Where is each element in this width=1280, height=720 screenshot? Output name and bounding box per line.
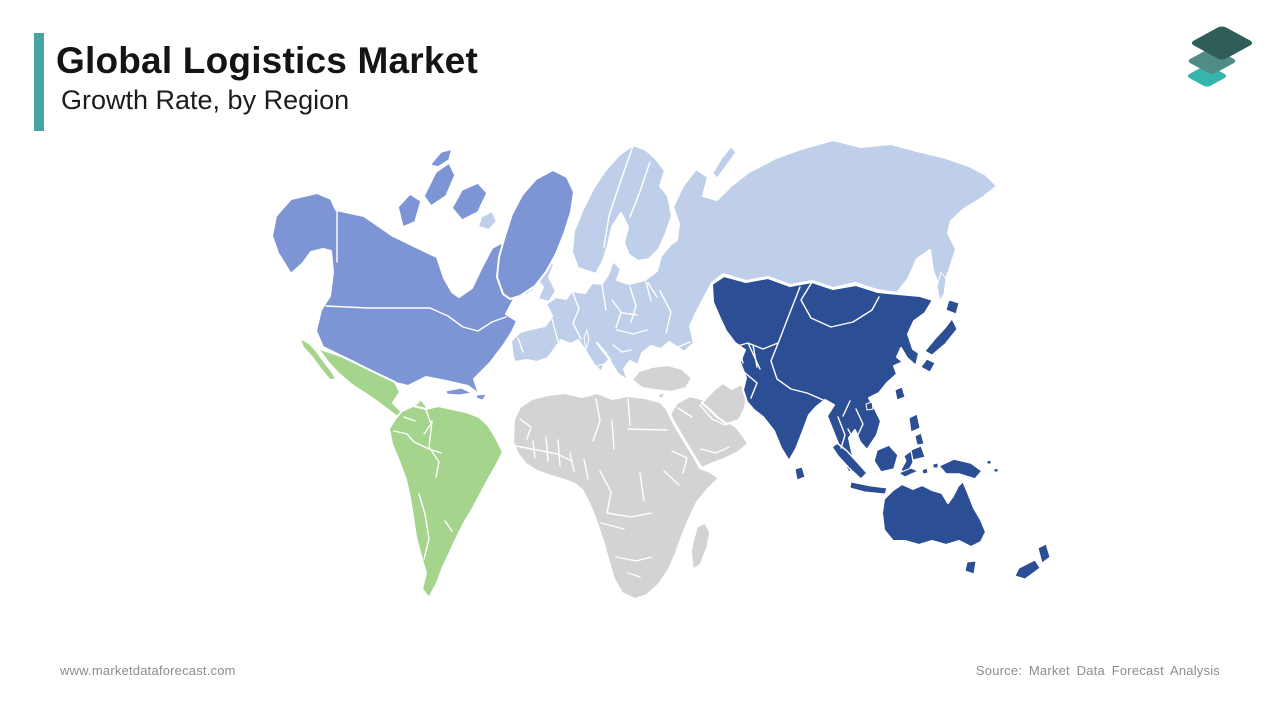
philippines-luzon xyxy=(908,413,921,433)
hainan xyxy=(865,401,874,411)
timor xyxy=(898,467,919,478)
solomon-2 xyxy=(993,467,999,473)
philippines-visayas xyxy=(914,432,925,446)
lesser-sunda-1 xyxy=(921,467,929,475)
greenland xyxy=(496,169,575,300)
country-borders xyxy=(300,145,880,578)
region-europe-russia xyxy=(477,139,998,382)
arctic-island-mid xyxy=(423,162,456,207)
baja-california xyxy=(299,337,337,381)
page-subtitle: Growth Rate, by Region xyxy=(61,84,350,115)
new-zealand-north xyxy=(1037,543,1051,564)
arctic-island-west xyxy=(397,193,422,228)
logo-layer-top xyxy=(1191,26,1253,60)
arabian-peninsula xyxy=(669,395,749,469)
sicily xyxy=(595,363,605,372)
arctic-island-top xyxy=(429,148,453,168)
africa-mainland xyxy=(512,392,720,600)
world-map-layers xyxy=(271,139,1051,600)
iceland xyxy=(477,210,498,231)
new-zealand-south xyxy=(1014,559,1041,580)
hispaniola xyxy=(475,393,487,401)
new-guinea xyxy=(938,458,983,480)
page-title: Global Logistics Market xyxy=(56,40,478,81)
philippines-mindanao xyxy=(910,445,926,461)
region-latin-america xyxy=(299,337,504,599)
title-block: Global Logistics Market Growth Rate, by … xyxy=(56,40,478,116)
japan-kyushu xyxy=(920,358,936,373)
solomon-1 xyxy=(986,459,992,465)
japan-honshu xyxy=(924,318,958,356)
region-north-america xyxy=(271,148,575,401)
footer-website: www.marketdataforecast.com xyxy=(60,663,236,678)
sumatra xyxy=(831,442,868,480)
australia xyxy=(881,480,987,548)
novaya-zemlya xyxy=(712,146,737,179)
japan-hokkaido xyxy=(945,299,960,315)
iran xyxy=(701,382,748,425)
java xyxy=(849,481,888,495)
sakhalin xyxy=(936,271,947,302)
taiwan xyxy=(894,386,906,401)
north-america-mainland xyxy=(271,192,518,395)
sri-lanka xyxy=(794,466,806,481)
sardinia-corsica xyxy=(583,329,590,350)
accent-bar-rect xyxy=(34,33,44,131)
cyprus xyxy=(656,392,666,400)
title-accent-bar xyxy=(34,33,44,131)
region-middle-east-africa xyxy=(512,364,749,600)
baffin-island xyxy=(451,182,488,221)
layers-logo xyxy=(1187,26,1253,87)
madagascar xyxy=(690,522,711,570)
lesser-sunda-2 xyxy=(932,462,939,469)
scandinavia xyxy=(571,144,673,275)
turkey xyxy=(631,364,693,393)
asia-mainland xyxy=(711,275,934,474)
cuba xyxy=(445,387,473,396)
tasmania xyxy=(964,560,977,575)
south-america xyxy=(388,405,504,599)
region-asia-pacific xyxy=(711,275,1051,580)
footer-source: Source: Market Data Forecast Analysis xyxy=(975,663,1220,678)
borneo xyxy=(873,444,899,473)
